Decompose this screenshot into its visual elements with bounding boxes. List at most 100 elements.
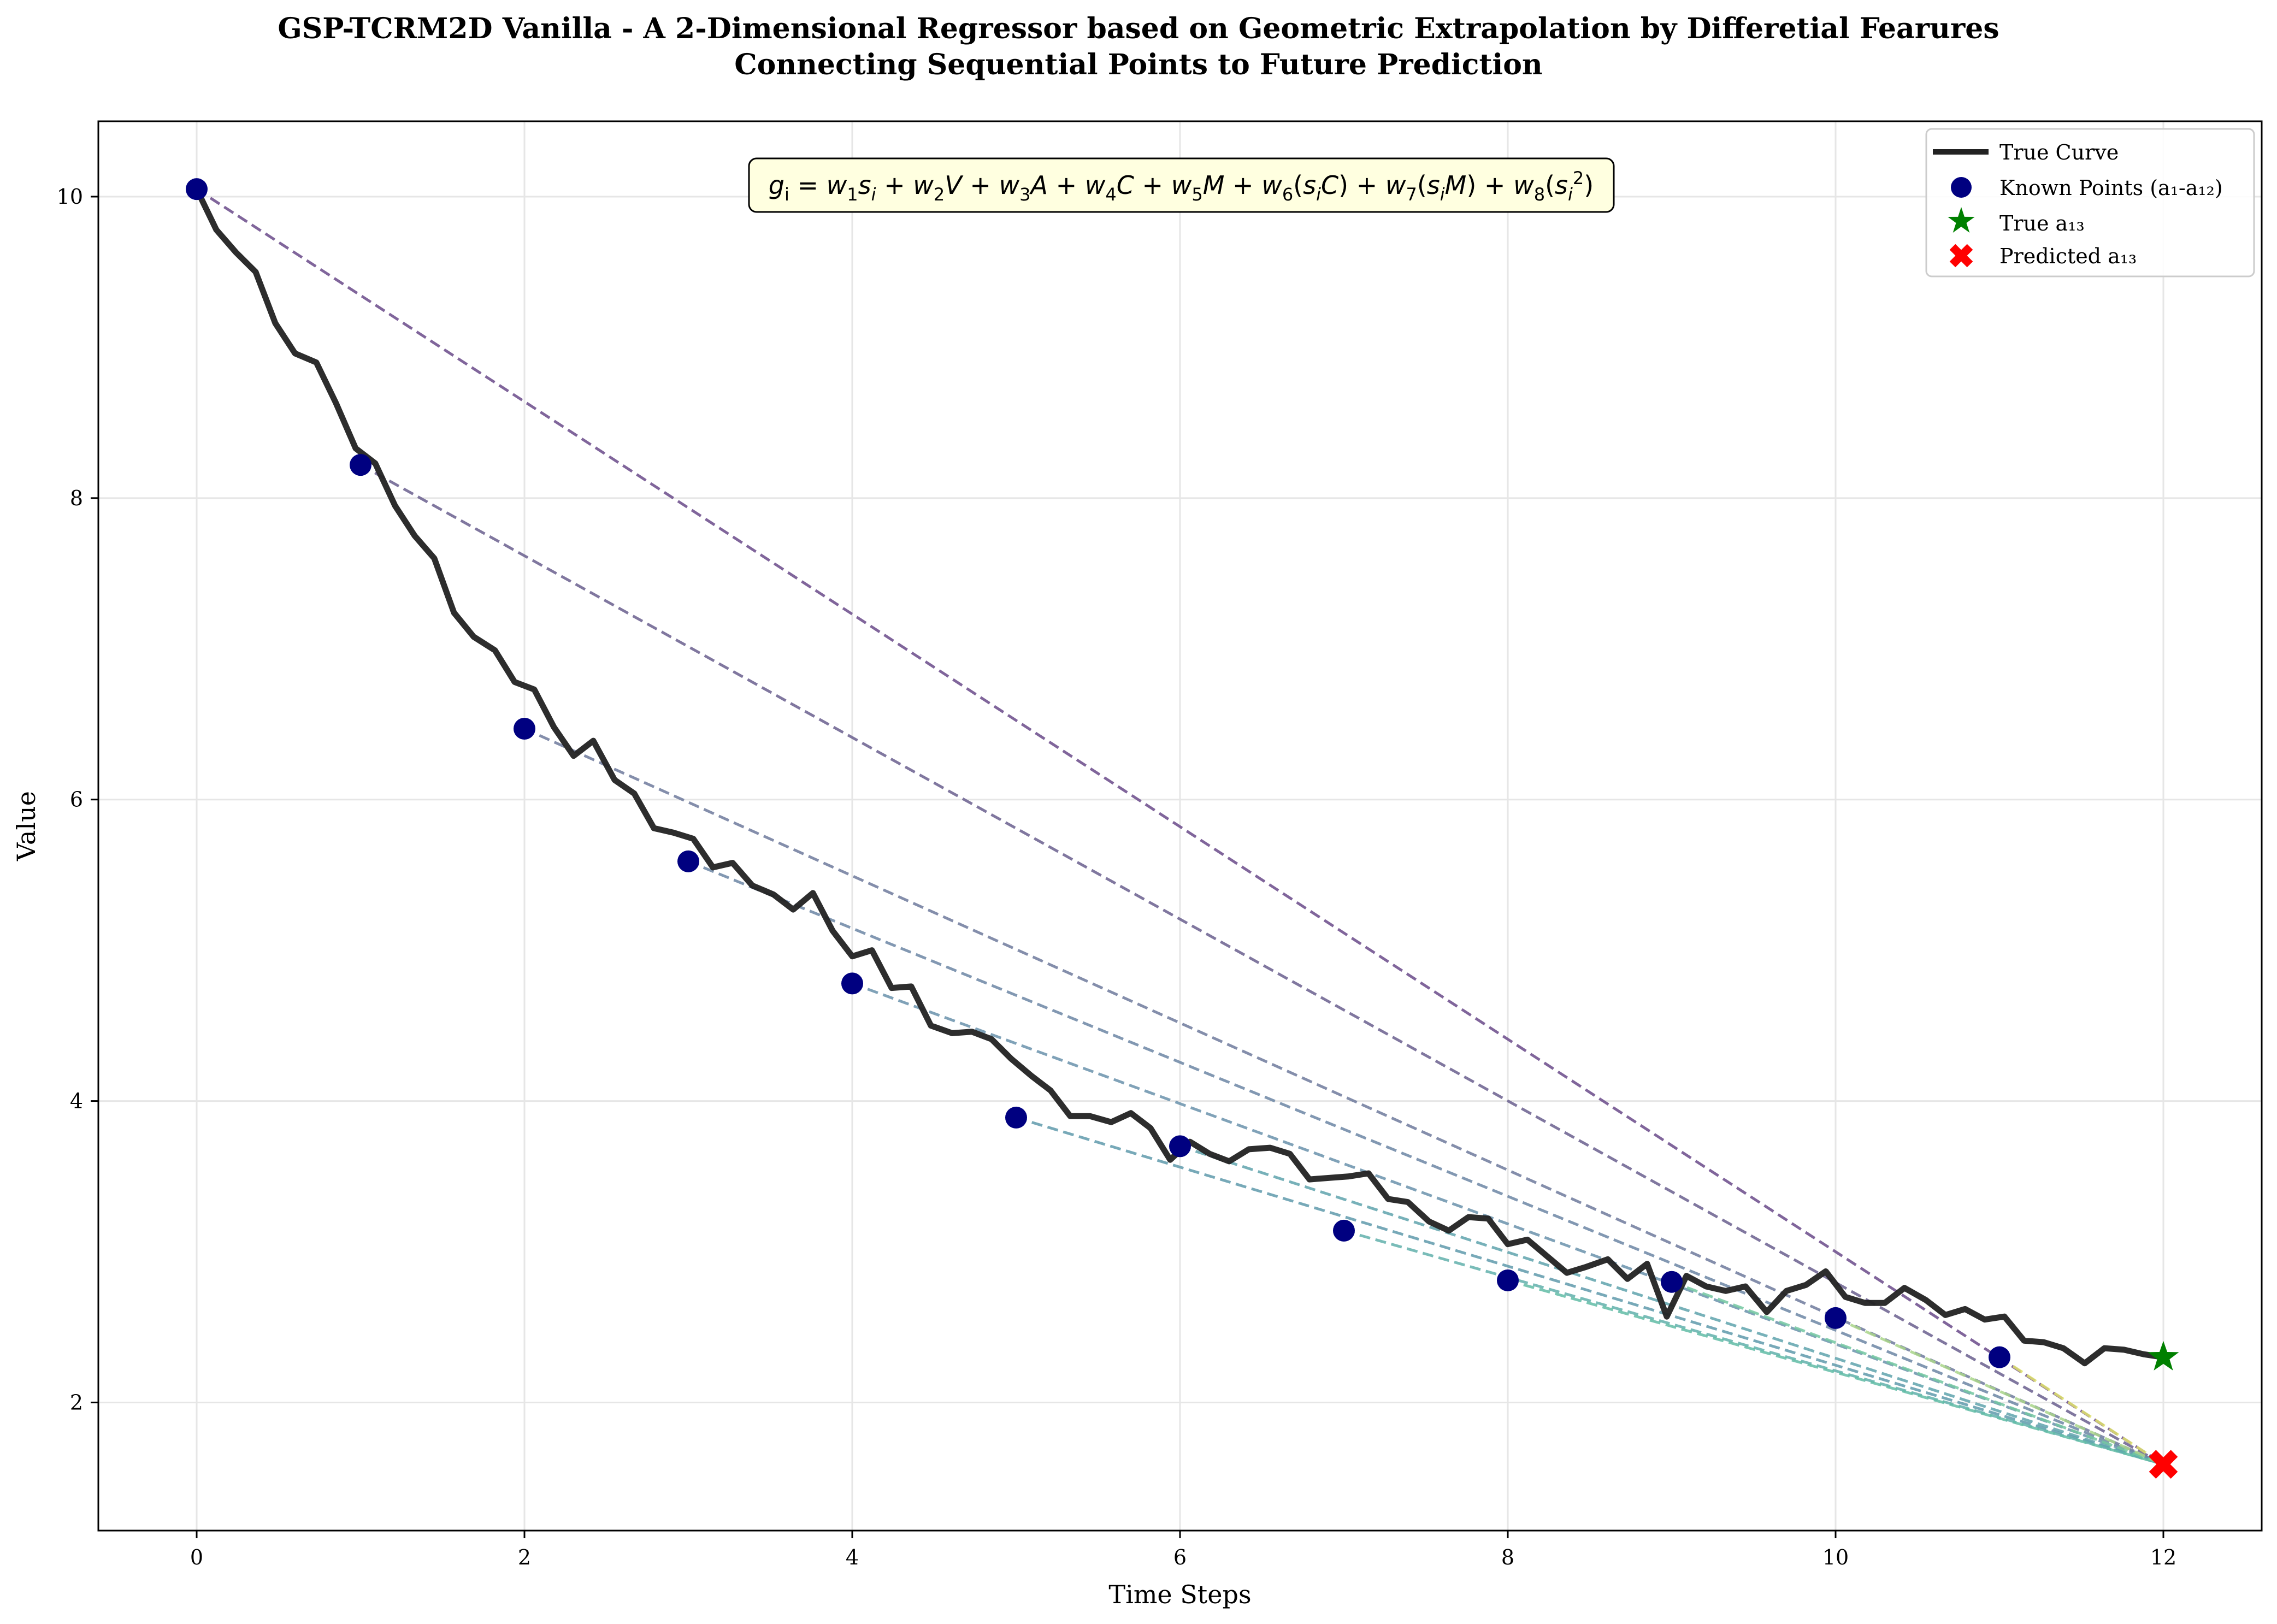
formula-glyph: + xyxy=(1224,170,1261,200)
formula-glyph: 6 xyxy=(1282,184,1293,205)
connector-line xyxy=(1834,1316,2164,1466)
x-tick-label: 12 xyxy=(2150,1545,2176,1569)
connector-line xyxy=(1671,1280,2164,1466)
formula-glyph: + xyxy=(876,170,913,200)
formula-glyph: s xyxy=(858,170,871,200)
known-point xyxy=(841,972,863,995)
formula-glyph: w xyxy=(913,170,934,200)
predicted-a13-cross-stroke xyxy=(2149,1450,2178,1479)
formula-glyph: ( xyxy=(1293,170,1303,200)
formula-glyph: i xyxy=(1440,184,1445,205)
x-tick-label: 2 xyxy=(518,1545,531,1569)
formula-glyph: w xyxy=(1261,170,1282,200)
formula-box: gi​ = w1​si​ + w2​V + w3​A + w4​C + w5​M… xyxy=(748,157,1615,213)
known-point xyxy=(514,718,535,740)
y-tick-label: 4 xyxy=(70,1089,83,1113)
formula-glyph: w xyxy=(1513,170,1534,200)
known-point xyxy=(186,178,208,200)
chart-subtitle: Connecting Sequential Points to Future P… xyxy=(734,48,1543,81)
x-tick-label: 0 xyxy=(190,1545,203,1569)
x-tick-label: 4 xyxy=(846,1545,859,1569)
known-point xyxy=(1169,1135,1191,1158)
formula-glyph: C xyxy=(1117,170,1134,200)
formula-glyph: w xyxy=(1385,170,1406,200)
formula-glyph: ) xyxy=(1338,170,1348,200)
formula-glyph: w xyxy=(999,170,1020,200)
formula-glyph: C xyxy=(1321,170,1338,200)
formula-glyph: 8 xyxy=(1534,184,1545,205)
formula-glyph: 4 xyxy=(1105,184,1116,205)
formula-box-background xyxy=(748,157,1615,213)
x-axis-label: Time Steps xyxy=(1108,1580,1251,1609)
formula-glyph: i xyxy=(784,184,789,205)
formula-glyph: w xyxy=(1085,170,1106,200)
target-markers-layer xyxy=(2148,1340,2179,1479)
formula-glyph: 2 xyxy=(934,184,945,205)
formula-glyph: g xyxy=(769,170,784,200)
formula-glyph: 3 xyxy=(1019,184,1030,205)
connector-line xyxy=(688,860,2164,1466)
y-tick-label: 6 xyxy=(70,788,83,812)
formula-glyph: M xyxy=(1445,170,1467,200)
legend-label-true-a13: True a₁₃ xyxy=(1999,211,2085,235)
formula-glyph: 7 xyxy=(1406,184,1417,205)
legend-label-true-curve: True Curve xyxy=(1999,140,2119,164)
true-a13-star xyxy=(2148,1340,2179,1371)
y-tick-label: 8 xyxy=(70,486,83,510)
formula-glyph: + xyxy=(1048,170,1085,200)
known-point xyxy=(677,850,699,872)
known-point xyxy=(1005,1106,1027,1129)
formula-glyph: i xyxy=(1316,184,1321,205)
x-tick-label: 8 xyxy=(1501,1545,1514,1569)
y-tick-label: 2 xyxy=(70,1390,83,1414)
formula-glyph: s xyxy=(1303,170,1316,200)
formula-glyph: 2 xyxy=(1573,168,1584,188)
formula-glyph: 5 xyxy=(1191,184,1202,205)
legend: True Curve Known Points (a₁-a₁₂) True a₁… xyxy=(1925,128,2255,277)
connector-line xyxy=(852,982,2164,1466)
known-point xyxy=(1989,1346,2010,1368)
legend-label-predicted-a13: Predicted a₁₃ xyxy=(1999,244,2137,268)
formula-glyph: w xyxy=(827,170,847,200)
formula-glyph: ) xyxy=(1584,170,1594,200)
formula-glyph: ( xyxy=(1417,170,1427,200)
formula-glyph: w xyxy=(1171,170,1192,200)
legend-swatch-true-a13 xyxy=(1948,207,1975,233)
connector-line xyxy=(1016,1116,2164,1466)
formula-glyph: V xyxy=(945,170,964,200)
formula-glyph: A xyxy=(1029,170,1048,200)
y-axis-label: Value xyxy=(11,791,41,861)
x-tick-label: 6 xyxy=(1173,1545,1187,1569)
connector-line xyxy=(1343,1229,2164,1466)
formula-glyph: ( xyxy=(1545,170,1555,200)
formula-glyph: + xyxy=(1134,170,1171,200)
legend-label-known-points: Known Points (a₁-a₁₂) xyxy=(1999,176,2223,200)
formula-glyph: 1 xyxy=(847,184,858,205)
connector-lines xyxy=(196,188,2164,1466)
connector-line xyxy=(196,188,2164,1466)
known-point xyxy=(1333,1219,1355,1242)
legend-swatch-known-points xyxy=(1951,177,1972,198)
known-points-layer xyxy=(186,178,2010,1368)
formula-text: gi​ = w1​si​ + w2​V + w3​A + w4​C + w5​M… xyxy=(769,168,1594,205)
formula-glyph: ) xyxy=(1466,170,1476,200)
known-point xyxy=(1825,1307,1847,1329)
formula-glyph: + xyxy=(1476,170,1513,200)
connector-line xyxy=(1507,1279,2164,1466)
legend-swatch-predicted-a13 xyxy=(1949,244,1973,268)
grid xyxy=(98,121,2262,1531)
chart-title: GSP-TCRM2D Vanilla - A 2-Dimensional Reg… xyxy=(278,12,1999,45)
known-point xyxy=(1497,1269,1519,1291)
formula-glyph: + xyxy=(1348,170,1385,200)
formula-glyph: i xyxy=(1568,184,1573,205)
known-point xyxy=(1661,1271,1683,1293)
formula-glyph: i xyxy=(871,184,876,205)
formula-glyph: s xyxy=(1555,170,1568,200)
legend-frame xyxy=(1925,128,2255,277)
known-point xyxy=(350,454,371,476)
y-tick-label: 10 xyxy=(57,185,83,209)
formula-glyph: s xyxy=(1427,170,1440,200)
